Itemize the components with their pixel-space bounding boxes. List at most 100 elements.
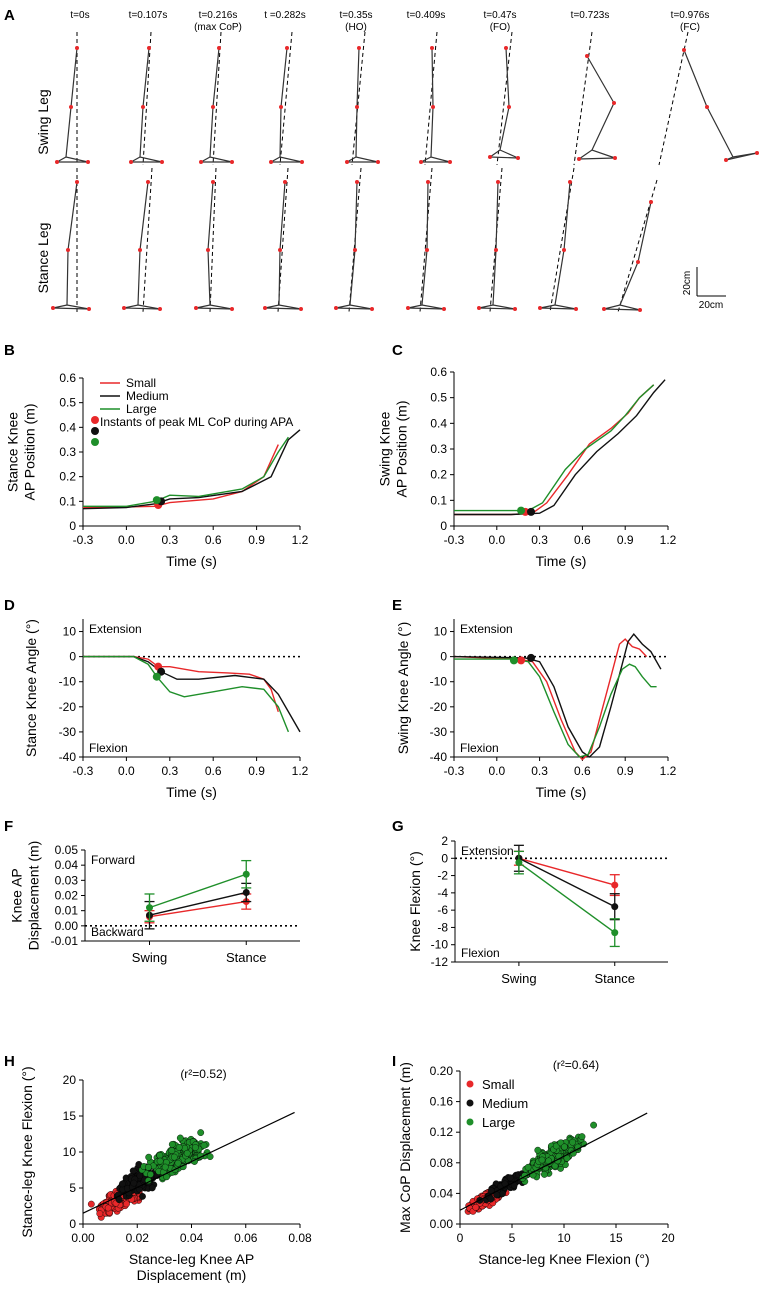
y-tick-label: 0.4 (430, 416, 447, 430)
y-tick-label: 0.3 (430, 442, 447, 456)
foot-segment (578, 149, 616, 160)
time-label: t=0.107s (129, 10, 168, 21)
joint-marker (147, 46, 151, 50)
joint-marker (513, 307, 517, 311)
joint-marker (263, 306, 267, 310)
joint-marker (507, 105, 511, 109)
joint-marker (194, 306, 198, 310)
joint-marker (199, 160, 203, 164)
x-tick-label: 0.00 (71, 1231, 95, 1245)
foot-segment (335, 307, 373, 310)
scatter-point-large (170, 1153, 178, 1161)
foot-segment (725, 152, 758, 161)
scale-label-horizontal: 20cm (699, 300, 723, 311)
scatter-point-large (200, 1142, 208, 1149)
scatter-point-large (168, 1147, 176, 1155)
chart-g-knee-flexion: G 2 0 -2 -4 -6 -8 -10 -12 Swing Stance Knee Flexion… (392, 818, 668, 986)
vertical-reference-line (209, 167, 217, 313)
chart-f-knee-ap-displacement: F 0.050.040.03 0.020.010.00-0.01 Swing Stanc… (4, 818, 300, 965)
y-tick-label: 0 (69, 519, 76, 533)
x-tick-label: -0.3 (73, 764, 94, 778)
scatter-point-large (145, 1153, 153, 1161)
series-line-large (83, 436, 289, 507)
joint-marker (426, 180, 430, 184)
y-axis-label: Knee Flexion (°) (407, 851, 423, 952)
y-tick-label: 5 (69, 1181, 76, 1195)
series-line-large (149, 873, 247, 909)
y-tick-label: -30 (430, 725, 448, 739)
y-tick-label: 0.6 (59, 371, 76, 385)
joint-marker (299, 307, 303, 311)
scatter-point-medium (119, 1180, 126, 1188)
foot-segment (264, 304, 302, 310)
y-tick-label: -8 (437, 920, 448, 934)
joint-marker (406, 306, 410, 310)
y-tick-label: 0.05 (55, 843, 79, 857)
joint-marker (75, 46, 79, 50)
joint-marker (211, 180, 215, 184)
x-tick-label: 0.08 (288, 1231, 312, 1245)
y-axis-label: AP Position (m) (394, 401, 410, 498)
y-tick-label: 0.5 (59, 396, 76, 410)
joint-marker (51, 306, 55, 310)
y-tick-label: 0 (440, 519, 447, 533)
scatter-point-medium (139, 1193, 146, 1200)
joint-marker (355, 180, 359, 184)
y-axis-label: Stance Knee (5, 412, 21, 492)
joint-marker (211, 105, 215, 109)
x-tick-label: 0.06 (234, 1231, 258, 1245)
foot-segment (578, 157, 616, 160)
y-tick-label: 0.12 (430, 1125, 454, 1139)
y-tick-label: 0.04 (55, 858, 79, 872)
row-label-swing: Swing Leg (35, 89, 51, 154)
leg-segment (207, 181, 214, 306)
joint-marker (431, 105, 435, 109)
leg-segment (492, 181, 499, 306)
x-tick-label: 0.3 (531, 533, 548, 547)
panel-letter: D (4, 597, 15, 614)
scatter-point-large (534, 1146, 542, 1154)
joint-marker (285, 46, 289, 50)
joint-marker (442, 307, 446, 311)
series-line-large (454, 384, 655, 512)
foot-segment (407, 307, 445, 310)
joint-marker (69, 105, 73, 109)
time-labels: t=0s t=0.107s t=0.216s(max CoP) t =0.282s t=… (70, 10, 709, 33)
foot-segment (195, 307, 233, 310)
joint-marker (230, 160, 234, 164)
joint-marker (75, 180, 79, 184)
panel-letter: E (392, 597, 402, 614)
panel-letter-a: A (4, 7, 15, 24)
joint-marker (636, 260, 640, 264)
foot-segment (603, 308, 641, 311)
scatter-point-large (524, 1163, 532, 1171)
joint-marker (269, 160, 273, 164)
joint-marker (755, 151, 759, 155)
x-tick-label: 0.0 (118, 764, 135, 778)
x-tick-label: 0.0 (488, 533, 505, 547)
y-tick-label: 10 (63, 1145, 77, 1159)
y-tick-label: 0.5 (430, 391, 447, 405)
joint-marker (705, 105, 709, 109)
vertical-reference-line (279, 31, 293, 166)
scatter-point-large (541, 1171, 548, 1178)
y-tick-label: -6 (437, 903, 448, 917)
y-axis-label: Swing Knee Angle (°) (395, 622, 411, 754)
scatter-point-large (144, 1163, 152, 1171)
peak-cop-marker (152, 496, 161, 505)
panel-letter: I (392, 1053, 396, 1070)
scatter-point-large (168, 1141, 176, 1148)
y-tick-label: 0.20 (430, 1064, 454, 1078)
joint-marker (353, 248, 357, 252)
x-axis-label: Stance-leg Knee AP (129, 1251, 254, 1267)
r-squared-label: (r²=0.52) (180, 1067, 226, 1081)
leg-segment (683, 49, 734, 158)
legend-marker (466, 1080, 474, 1088)
scatter-point-large (176, 1134, 184, 1142)
y-axis-label: Knee AP (9, 868, 25, 923)
series-line-large (83, 655, 290, 733)
joint-marker (55, 160, 59, 164)
mean-point (242, 888, 250, 896)
vertical-reference-line (351, 31, 366, 166)
foot-segment (56, 156, 89, 163)
